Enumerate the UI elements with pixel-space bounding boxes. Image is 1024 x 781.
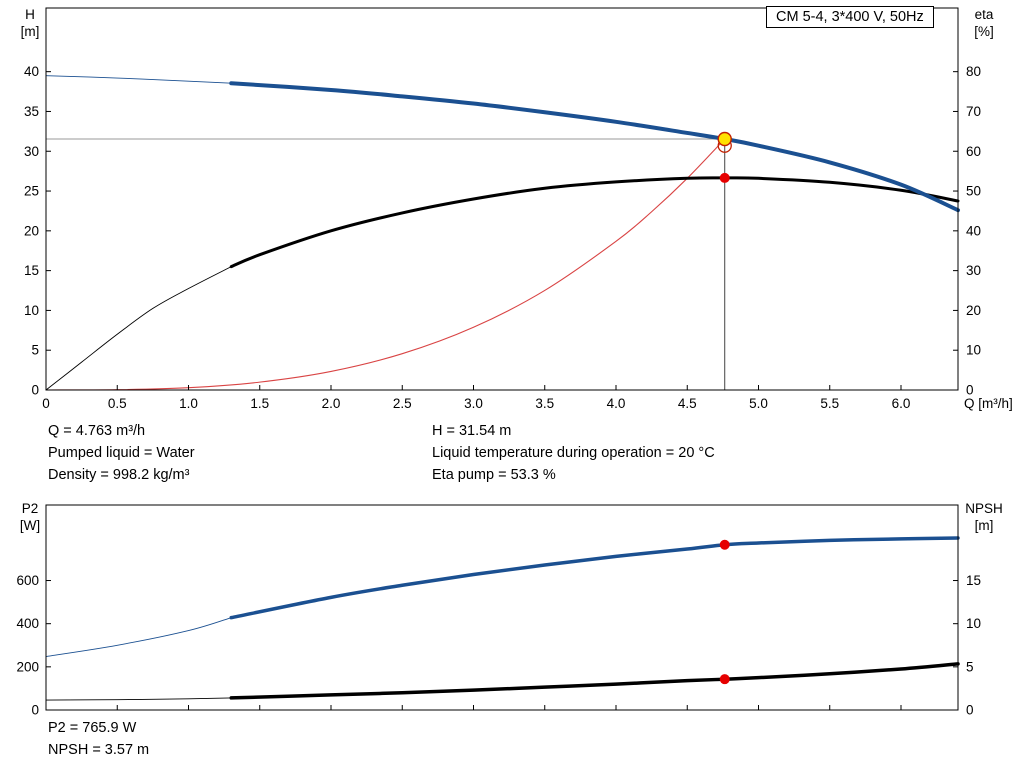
left-tick-label: 15 <box>24 263 39 278</box>
power-annotations: P2 = 765.9 W NPSH = 3.57 m <box>48 717 149 761</box>
x-tick-label: 1.5 <box>250 396 269 411</box>
left-tick-label: 20 <box>24 223 39 238</box>
eta-curve <box>229 176 960 269</box>
left-tick-label: 0 <box>31 703 39 716</box>
x-tick-label: 4.0 <box>607 396 626 411</box>
x-tick-label: 6.0 <box>892 396 911 411</box>
annotation-eta-pump: Eta pump = 53.3 % <box>432 467 556 483</box>
p2-curve-thin <box>45 617 232 657</box>
right-tick-label: 40 <box>966 223 981 238</box>
x-tick-label: 5.0 <box>749 396 768 411</box>
x-tick-label: 3.5 <box>535 396 554 411</box>
npsh-curve-thin <box>45 697 232 701</box>
left-tick-label: 0 <box>31 383 39 398</box>
annotation-flow: Q = 4.763 m³/h <box>48 423 146 439</box>
npsh-duty-point-marker <box>719 674 730 685</box>
left-axis-title: P2 <box>22 501 39 516</box>
left-axis-unit: [W] <box>20 518 40 533</box>
right-tick-label: 20 <box>966 303 981 318</box>
right-tick-label: 0 <box>966 703 974 716</box>
npsh-curve <box>229 662 960 700</box>
left-tick-label: 600 <box>16 573 39 588</box>
right-tick-label: 10 <box>966 616 981 631</box>
left-tick-label: 200 <box>16 659 39 674</box>
right-tick-label: 60 <box>966 144 981 159</box>
head-curve-thin <box>45 75 232 84</box>
annotation-pumped-liquid: Pumped liquid = Water <box>48 445 195 461</box>
left-axis-unit: [m] <box>21 24 40 39</box>
right-tick-label: 80 <box>966 64 981 79</box>
annotation-p2: P2 = 765.9 W <box>48 720 137 736</box>
right-tick-label: 5 <box>966 659 974 674</box>
eta-curve-thin <box>45 266 232 391</box>
left-tick-label: 40 <box>24 64 39 79</box>
right-tick-label: 15 <box>966 573 981 588</box>
system-curve <box>45 138 726 391</box>
duty-annotations-right: H = 31.54 m Liquid temperature during op… <box>432 420 715 486</box>
x-tick-label: 4.5 <box>678 396 697 411</box>
annotation-head: H = 31.54 m <box>432 423 512 439</box>
right-axis-title: eta <box>975 7 994 22</box>
p2-npsh-chart-frame <box>45 504 959 711</box>
annotation-liquid-temperature: Liquid temperature during operation = 20… <box>432 445 715 461</box>
left-tick-label: 400 <box>16 616 39 631</box>
annotation-npsh: NPSH = 3.57 m <box>48 742 150 758</box>
right-axis-unit: [%] <box>974 24 994 39</box>
x-tick-label: 0.5 <box>108 396 127 411</box>
eta-duty-point-marker <box>719 172 730 183</box>
duty-annotations-left: Q = 4.763 m³/h Pumped liquid = Water Den… <box>48 420 195 486</box>
pump-model-label: CM 5-4, 3*400 V, 50Hz <box>766 6 934 28</box>
left-tick-label: 25 <box>24 184 39 199</box>
x-tick-label: 2.0 <box>322 396 341 411</box>
x-tick-label: 1.0 <box>179 396 198 411</box>
right-tick-label: 30 <box>966 263 981 278</box>
qh-eta-chart-frame <box>45 7 959 391</box>
left-tick-label: 5 <box>31 343 39 358</box>
x-tick-label: 5.5 <box>820 396 839 411</box>
annotation-density: Density = 998.2 kg/m³ <box>48 467 190 483</box>
x-axis-title: Q [m³/h] <box>964 396 1013 411</box>
right-tick-label: 50 <box>966 184 981 199</box>
head-curve <box>229 81 960 213</box>
right-axis-title: NPSH <box>965 501 1003 516</box>
left-tick-label: 35 <box>24 104 39 119</box>
p2-curve <box>229 536 960 620</box>
x-tick-label: 2.5 <box>393 396 412 411</box>
left-tick-label: 30 <box>24 144 39 159</box>
right-tick-label: 10 <box>966 343 981 358</box>
right-axis-unit: [m] <box>975 518 994 533</box>
p2-npsh-chart: 0 200 400 600 P2 [W] 0 5 10 15 NPSH [m] <box>16 501 1003 716</box>
left-tick-label: 10 <box>24 303 39 318</box>
left-axis-title: H <box>25 7 35 22</box>
right-tick-label: 0 <box>966 383 974 398</box>
right-tick-label: 70 <box>966 104 981 119</box>
p2-duty-point-marker <box>719 539 730 550</box>
x-tick-label: 3.0 <box>464 396 483 411</box>
duty-point-marker <box>717 131 732 147</box>
x-tick-label: 0 <box>42 396 50 411</box>
qh-eta-chart: 0 0.5 1.0 1.5 2.0 2.5 3.0 3.5 4.0 4.5 5.0 5.5 6.0 Q [… <box>21 7 1013 411</box>
